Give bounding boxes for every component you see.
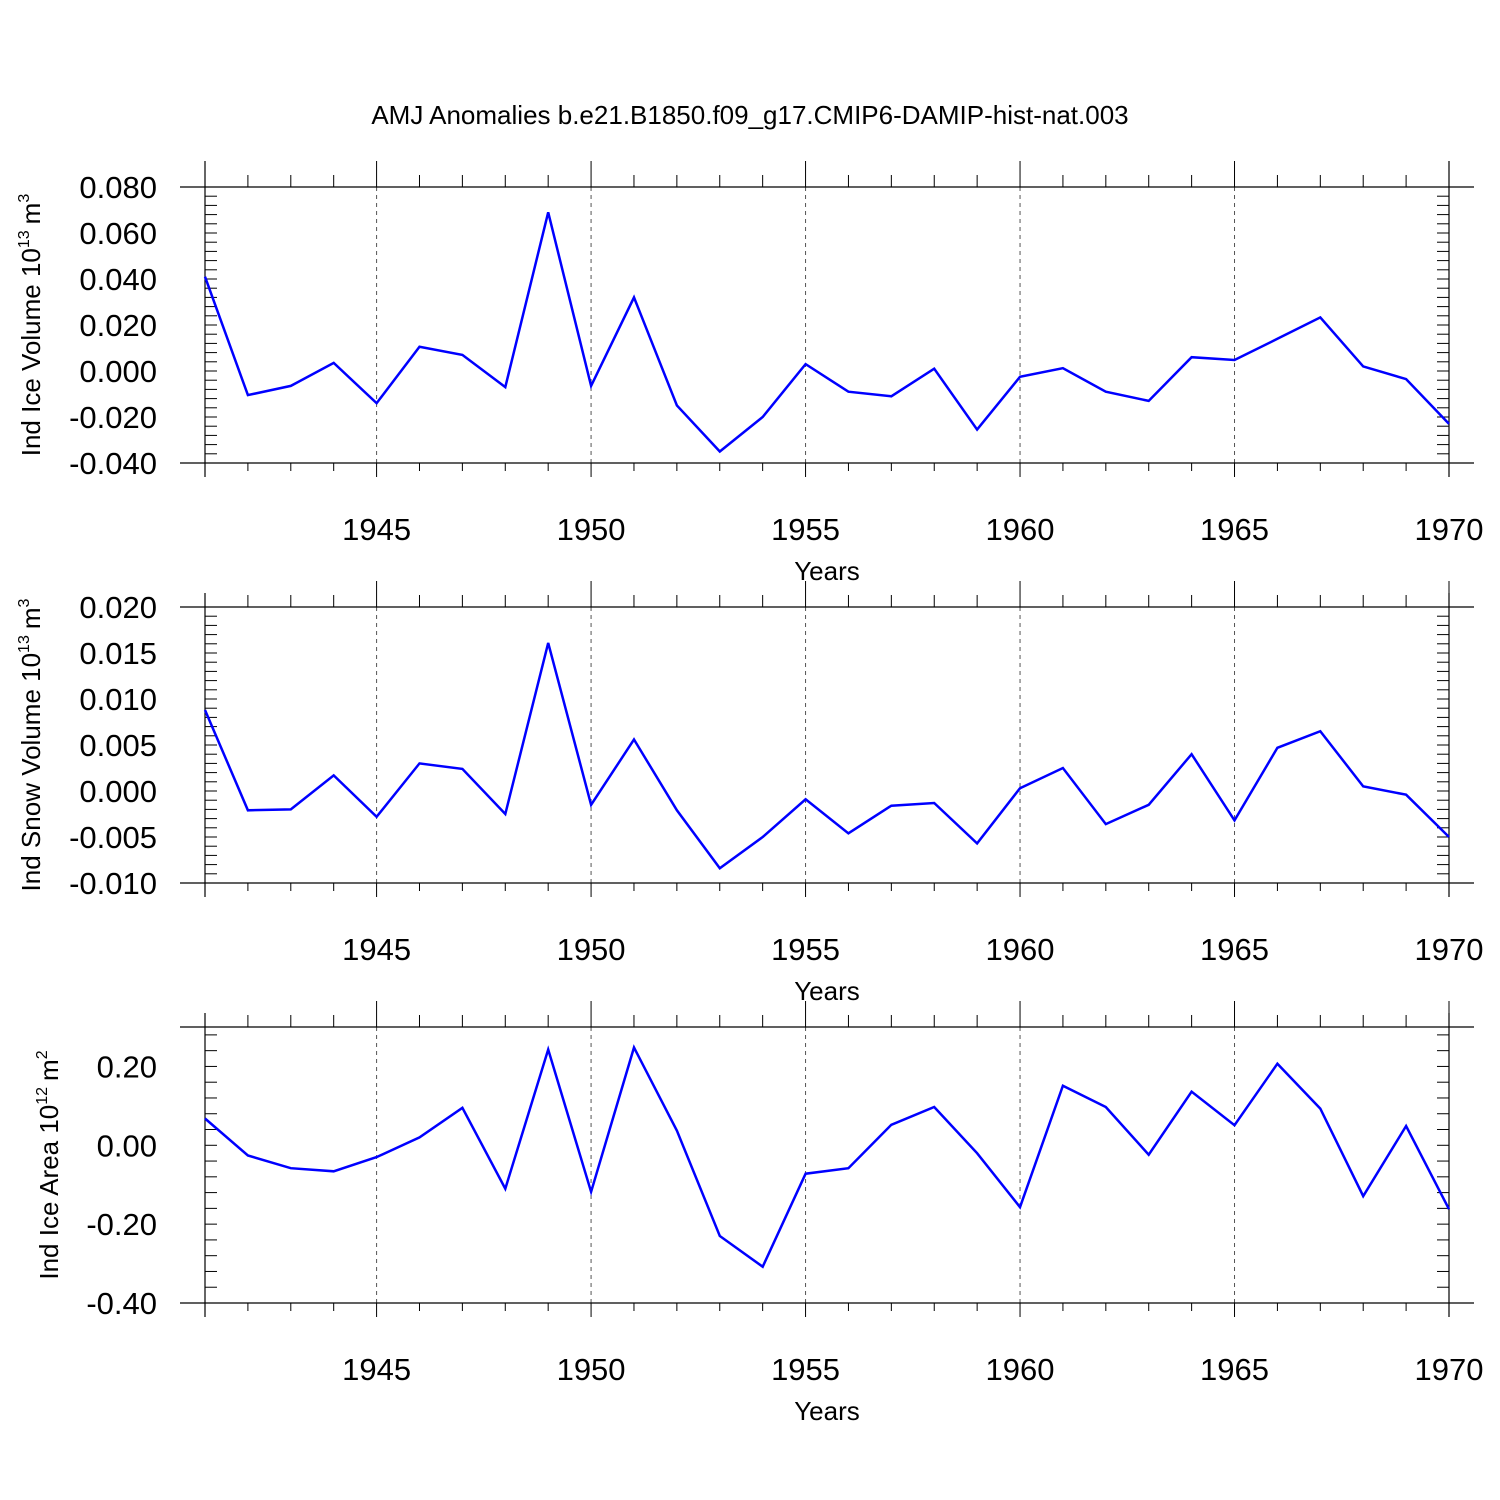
x-tick-label: 1970: [1415, 512, 1484, 547]
x-tick-label: 1945: [342, 932, 411, 967]
y-axis-title-unit: m: [34, 1059, 64, 1081]
x-tick-label: 1970: [1415, 1352, 1484, 1387]
y-axis-title-unit: m: [16, 607, 46, 629]
y-axis-title-text: Ind Ice Area 10: [34, 1105, 64, 1280]
chart-panel-2: -0.010 -0.005 0.000 0.005 0.010 0.015 0.020 194…: [16, 581, 1483, 1006]
y-tick-label: 0.020: [79, 308, 157, 343]
x-tick-label: 1960: [986, 512, 1055, 547]
y-tick-label: 0.060: [79, 216, 157, 251]
x-axis-title: Years: [794, 556, 860, 586]
x-tick-label: 1965: [1200, 1352, 1269, 1387]
series-line: [204, 1044, 1451, 1269]
y-tick-label: 0.080: [79, 170, 157, 205]
y-axis-title-unit-exponent: 3: [16, 598, 33, 607]
y-axis-title-text: Ind Ice Volume 10: [16, 248, 46, 456]
x-tick-label: 1950: [557, 932, 626, 967]
chart-panel-1: -0.040 -0.020 0.000 0.020 0.040 0.060 0.080 194…: [16, 161, 1483, 586]
y-tick-label: -0.040: [69, 446, 157, 481]
x-tick-label: 1965: [1200, 932, 1269, 967]
y-tick-label: 0.000: [79, 774, 157, 809]
x-tick-label: 1960: [986, 932, 1055, 967]
y-axis-title: Ind Ice Area 1012 m2: [34, 1050, 64, 1279]
y-axis-title: Ind Snow Volume 1013 m3: [16, 598, 46, 891]
x-tick-label: 1955: [771, 932, 840, 967]
y-tick-label: -0.20: [86, 1207, 157, 1242]
y-tick-label: -0.020: [69, 400, 157, 435]
y-tick-label: 0.005: [79, 728, 157, 763]
chart-panel-3: -0.40 -0.20 0.00 0.20 1945 1950 1955 1960 1965 19…: [34, 1001, 1483, 1426]
y-axis-title: Ind Ice Volume 1013 m3: [16, 194, 46, 457]
y-tick-label: 0.020: [79, 590, 157, 625]
x-tick-label: 1950: [557, 512, 626, 547]
y-tick-label: 0.00: [97, 1128, 157, 1163]
x-axis-title: Years: [794, 1396, 860, 1426]
x-tick-label: 1955: [771, 512, 840, 547]
y-axis-title-unit-exponent: 2: [34, 1050, 51, 1059]
x-tick-label: 1960: [986, 1352, 1055, 1387]
figure-title: AMJ Anomalies b.e21.B1850.f09_g17.CMIP6-…: [371, 100, 1128, 130]
y-tick-label: -0.005: [69, 820, 157, 855]
y-axis-title-exponent: 13: [16, 230, 33, 248]
y-tick-label: 0.015: [79, 636, 157, 671]
y-tick-label: 0.000: [79, 354, 157, 389]
y-tick-label: 0.20: [97, 1049, 157, 1084]
x-tick-label: 1945: [342, 512, 411, 547]
x-tick-label: 1955: [771, 1352, 840, 1387]
panels: -0.040 -0.020 0.000 0.020 0.040 0.060 0.080 194…: [16, 161, 1483, 1426]
y-tick-label: 0.040: [79, 262, 157, 297]
x-tick-label: 1950: [557, 1352, 626, 1387]
y-axis-title-unit: m: [16, 203, 46, 225]
y-tick-label: 0.010: [79, 682, 157, 717]
series-line: [203, 212, 1450, 454]
series-line: [203, 642, 1450, 871]
y-axis-title-unit-exponent: 3: [16, 194, 33, 203]
x-tick-label: 1965: [1200, 512, 1269, 547]
y-tick-label: -0.010: [69, 866, 157, 901]
y-axis-title-text: Ind Snow Volume 10: [16, 653, 46, 892]
x-tick-label: 1945: [342, 1352, 411, 1387]
x-axis-title: Years: [794, 976, 860, 1006]
y-tick-label: -0.40: [86, 1286, 157, 1321]
x-tick-label: 1970: [1415, 932, 1484, 967]
y-axis-title-exponent: 12: [34, 1087, 51, 1105]
y-axis-title-exponent: 13: [16, 635, 33, 653]
